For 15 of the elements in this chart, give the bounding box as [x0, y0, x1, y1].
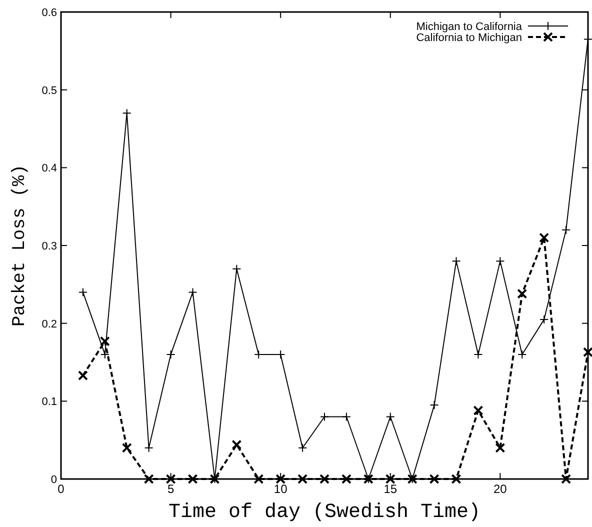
legend-label: Michigan to California	[416, 21, 523, 33]
x-tick-label: 5	[167, 482, 174, 496]
y-tick-label: 0	[50, 474, 57, 486]
y-axis-title: Packet Loss (%)	[10, 164, 30, 327]
y-tick-label: 0.1	[42, 396, 57, 408]
x-tick-label: 10	[274, 482, 288, 496]
y-tick-label: 0.3	[42, 240, 57, 252]
y-tick-label: 0.4	[42, 162, 57, 175]
y-tick-label: 0.5	[42, 84, 57, 97]
x-tick-label: 20	[493, 482, 508, 496]
x-tick-label: 15	[384, 482, 398, 496]
legend-label: California to Michigan	[416, 32, 522, 44]
y-tick-label: 0.6	[42, 7, 57, 19]
x-axis-title: Time of day (Swedish Time)	[168, 501, 481, 524]
y-tick-label: 0.2	[42, 318, 57, 330]
